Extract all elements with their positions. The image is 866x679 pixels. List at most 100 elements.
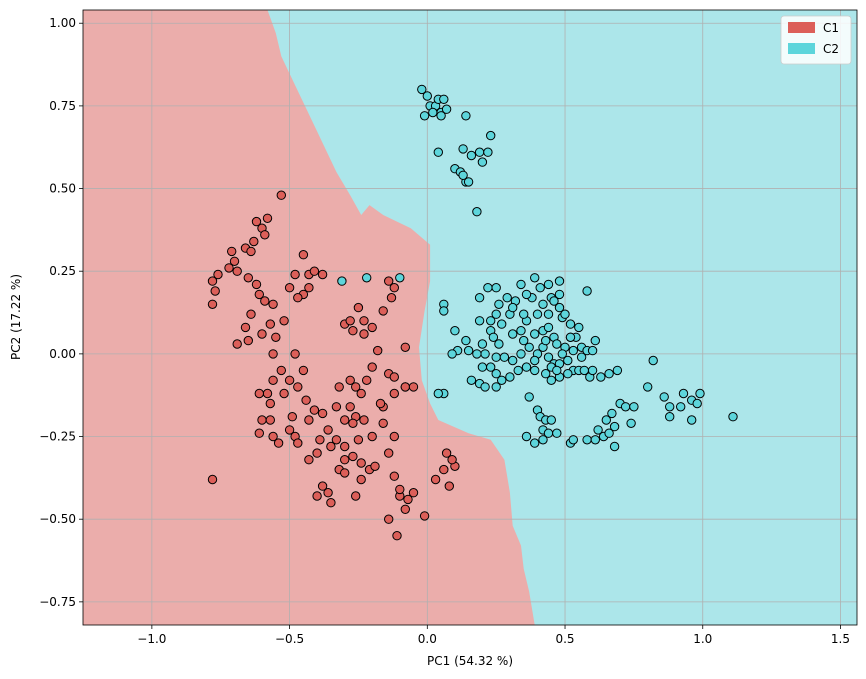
- x-axis-ticks: −1.0 −0.5 0.0 0.5 1.0 1.5: [137, 625, 850, 646]
- y-tick-label: 0.75: [49, 99, 76, 113]
- plot-area: [83, 10, 857, 625]
- point-c2: [728, 412, 738, 422]
- point-c1: [386, 293, 397, 303]
- point-c2: [521, 289, 532, 300]
- point-c2: [483, 147, 493, 157]
- point-c2: [422, 91, 432, 101]
- point-c1: [367, 431, 377, 442]
- x-tick-label: 0.5: [555, 632, 574, 646]
- point-c1: [312, 448, 322, 458]
- point-c1: [279, 316, 289, 326]
- point-c2: [461, 335, 471, 346]
- point-c2: [604, 428, 614, 438]
- point-c1: [323, 425, 333, 435]
- point-c2: [565, 319, 576, 329]
- point-c2: [568, 345, 578, 356]
- point-c1: [359, 316, 369, 326]
- point-c1: [351, 491, 361, 501]
- point-c1: [268, 299, 278, 309]
- point-c2: [596, 372, 606, 382]
- point-c2: [543, 279, 554, 290]
- point-c2: [582, 435, 592, 445]
- point-c1: [375, 398, 386, 409]
- point-c2: [538, 435, 548, 445]
- point-c1: [400, 342, 410, 352]
- point-c1: [293, 438, 303, 448]
- point-c1: [345, 375, 355, 385]
- point-c1: [284, 375, 295, 385]
- point-c1: [348, 418, 358, 428]
- point-c1: [395, 484, 405, 495]
- point-c2: [549, 296, 559, 306]
- point-c2: [502, 293, 512, 303]
- x-tick-label: −0.5: [275, 632, 304, 646]
- point-c1: [276, 190, 286, 200]
- point-c2: [417, 84, 427, 95]
- point-c2: [546, 375, 556, 385]
- point-c2: [480, 382, 490, 392]
- x-tick-label: 1.0: [693, 632, 712, 646]
- point-c1: [268, 349, 278, 359]
- point-c1: [353, 435, 364, 445]
- point-c1: [210, 286, 220, 296]
- point-c2: [508, 302, 518, 313]
- point-c1: [331, 435, 342, 445]
- point-c1: [373, 345, 383, 356]
- point-c2: [466, 375, 477, 385]
- point-c2: [436, 111, 446, 121]
- point-c2: [590, 335, 600, 346]
- point-c2: [543, 352, 554, 362]
- point-c2: [395, 273, 405, 283]
- point-c1: [279, 388, 289, 399]
- y-tick-label: 0.25: [49, 264, 76, 278]
- point-c2: [590, 435, 600, 445]
- point-c2: [546, 415, 556, 425]
- point-c1: [378, 418, 388, 428]
- point-c2: [530, 273, 540, 283]
- point-c2: [486, 362, 496, 372]
- point-c2: [530, 365, 540, 376]
- y-axis-label: PC2 (17.22 %): [9, 274, 23, 360]
- point-c2: [530, 329, 540, 339]
- point-c1: [260, 230, 270, 240]
- point-c1: [367, 362, 377, 372]
- plot-frame: [82, 9, 858, 626]
- point-c1: [392, 531, 402, 541]
- point-c2: [441, 104, 452, 114]
- point-c2: [433, 388, 443, 399]
- point-c1: [262, 213, 273, 224]
- y-tick-label: 0.50: [49, 182, 76, 196]
- point-c1: [243, 273, 254, 283]
- point-c1: [317, 481, 328, 491]
- point-c2: [508, 329, 518, 339]
- point-c1: [384, 276, 394, 286]
- point-c1: [408, 488, 419, 498]
- point-c1: [356, 388, 366, 399]
- point-c2: [552, 428, 562, 438]
- point-c1: [323, 488, 333, 498]
- point-c2: [665, 412, 675, 422]
- point-c1: [419, 511, 430, 521]
- point-c2: [428, 107, 438, 118]
- point-c2: [538, 299, 548, 309]
- point-c2: [516, 349, 526, 359]
- point-c1: [254, 289, 264, 300]
- point-c2: [463, 345, 474, 356]
- point-c2: [587, 345, 598, 356]
- point-c1: [384, 448, 394, 458]
- point-c2: [552, 339, 562, 349]
- point-c1: [246, 246, 256, 257]
- point-c1: [293, 382, 303, 392]
- point-c1: [447, 455, 457, 465]
- point-c2: [486, 316, 496, 326]
- point-c2: [607, 408, 617, 419]
- point-c1: [304, 283, 314, 293]
- point-c1: [441, 448, 452, 458]
- points: [207, 84, 738, 541]
- point-c1: [400, 504, 410, 514]
- legend-swatch-c1: [788, 22, 815, 33]
- point-c1: [254, 428, 264, 438]
- point-c1: [257, 329, 267, 339]
- point-c2: [516, 279, 526, 290]
- point-c1: [232, 339, 242, 349]
